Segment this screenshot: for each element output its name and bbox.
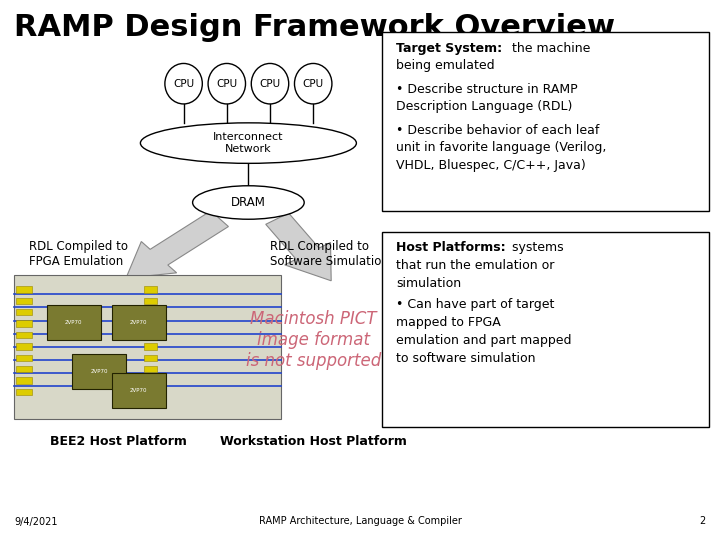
Text: systems: systems (508, 241, 563, 254)
Text: Description Language (RDL): Description Language (RDL) (396, 100, 572, 113)
Text: CPU: CPU (259, 79, 281, 89)
Bar (16, 332, 32, 338)
Bar (144, 332, 157, 338)
Text: that run the emulation or: that run the emulation or (396, 259, 554, 272)
Text: 2VP70: 2VP70 (65, 320, 83, 326)
Ellipse shape (208, 63, 246, 104)
Bar (144, 309, 157, 315)
Text: VHDL, Bluespec, C/C++, Java): VHDL, Bluespec, C/C++, Java) (396, 159, 586, 172)
Ellipse shape (140, 123, 356, 163)
Text: Target System:: Target System: (396, 42, 502, 55)
Text: the machine: the machine (508, 42, 590, 55)
Text: CPU: CPU (216, 79, 238, 89)
Text: simulation: simulation (396, 277, 461, 290)
Ellipse shape (165, 63, 202, 104)
FancyBboxPatch shape (382, 32, 709, 211)
Text: Workstation Host Platform: Workstation Host Platform (220, 435, 407, 448)
Text: emulation and part mapped: emulation and part mapped (396, 334, 572, 347)
Bar (144, 355, 157, 361)
Bar (112, 373, 166, 408)
FancyBboxPatch shape (382, 232, 709, 427)
Text: RAMP Design Framework Overview: RAMP Design Framework Overview (14, 14, 616, 43)
Bar (144, 320, 157, 327)
Bar (144, 343, 157, 350)
Bar (16, 286, 32, 293)
Bar (144, 298, 157, 304)
Text: Host Platforms:: Host Platforms: (396, 241, 505, 254)
Text: RDL Compiled to
Software Simulation: RDL Compiled to Software Simulation (270, 240, 389, 268)
FancyBboxPatch shape (14, 275, 281, 418)
Bar (112, 305, 166, 340)
Text: • Describe behavior of each leaf: • Describe behavior of each leaf (396, 124, 599, 137)
Text: Macintosh PICT
image format
is not supported: Macintosh PICT image format is not suppo… (246, 310, 381, 370)
Text: • Describe structure in RAMP: • Describe structure in RAMP (396, 83, 577, 96)
Text: RDL Compiled to
FPGA Emulation: RDL Compiled to FPGA Emulation (29, 240, 128, 268)
Text: mapped to FPGA: mapped to FPGA (396, 316, 500, 329)
Ellipse shape (192, 186, 304, 219)
Polygon shape (126, 211, 228, 278)
Text: • Can have part of target: • Can have part of target (396, 299, 554, 312)
Text: 2VP70: 2VP70 (130, 320, 148, 326)
Text: Interconnect
Network: Interconnect Network (213, 132, 284, 154)
Bar (16, 366, 32, 373)
Polygon shape (266, 213, 331, 281)
Text: RAMP Architecture, Language & Compiler: RAMP Architecture, Language & Compiler (258, 516, 462, 526)
Bar (144, 389, 157, 395)
Ellipse shape (294, 63, 332, 104)
Bar (16, 389, 32, 395)
Bar (16, 298, 32, 304)
Bar (16, 377, 32, 384)
Text: CPU: CPU (302, 79, 324, 89)
Bar (16, 309, 32, 315)
Text: BEE2 Host Platform: BEE2 Host Platform (50, 435, 187, 448)
Ellipse shape (251, 63, 289, 104)
Bar (144, 286, 157, 293)
Bar (16, 343, 32, 350)
Bar (144, 377, 157, 384)
Text: 9/4/2021: 9/4/2021 (14, 516, 58, 526)
Text: to software simulation: to software simulation (396, 352, 536, 365)
Bar (72, 354, 126, 389)
Text: 2VP70: 2VP70 (90, 369, 108, 374)
Bar (16, 320, 32, 327)
Text: DRAM: DRAM (231, 196, 266, 209)
Bar (16, 355, 32, 361)
Text: 2: 2 (699, 516, 706, 526)
Text: being emulated: being emulated (396, 59, 495, 72)
Text: CPU: CPU (173, 79, 194, 89)
Text: unit in favorite language (Verilog,: unit in favorite language (Verilog, (396, 141, 606, 154)
Bar (47, 305, 101, 340)
Bar (144, 366, 157, 373)
Text: 2VP70: 2VP70 (130, 388, 148, 393)
